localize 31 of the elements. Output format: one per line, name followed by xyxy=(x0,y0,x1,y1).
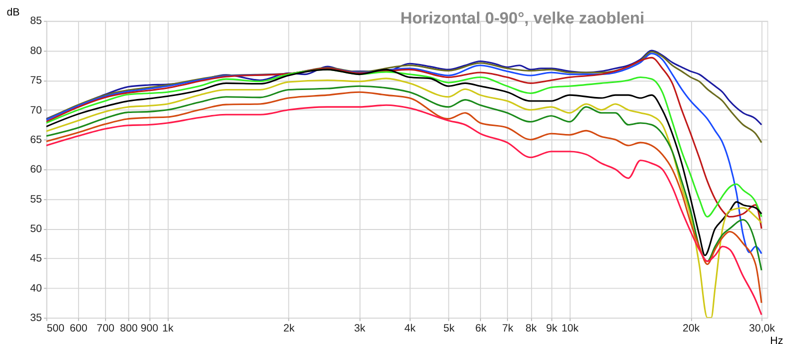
y-axis-title: dB xyxy=(6,6,20,19)
x-tick-label: 8k xyxy=(525,322,538,335)
x-tick-label: 7k xyxy=(502,322,514,335)
y-tick-label: 85 xyxy=(30,15,42,28)
y-tick-label: 75 xyxy=(30,74,42,87)
x-tick-label: 5k xyxy=(443,322,456,335)
x-tick-label: 6k xyxy=(475,322,488,335)
x-tick-label: 700 xyxy=(96,322,114,335)
x-tick-label: 20k xyxy=(682,322,700,335)
x-tick-label: 1k xyxy=(162,322,174,335)
x-tick-label: 600 xyxy=(70,322,88,335)
y-tick-label: 80 xyxy=(30,44,42,57)
x-tick-label: 500 xyxy=(46,322,65,335)
x-tick-label: 3k xyxy=(354,322,366,335)
y-tick-label: 40 xyxy=(30,282,42,294)
y-tick-label: 70 xyxy=(30,104,42,116)
x-tick-label: 9k xyxy=(546,322,558,335)
x-axis-title: Hz xyxy=(770,335,784,344)
x-tick-label: 2k xyxy=(283,322,296,335)
x-tick-label: 800 xyxy=(120,322,138,335)
x-tick-label: 10k xyxy=(562,322,580,335)
x-tick-label: 900 xyxy=(140,322,158,335)
x-tick-label: 30,0k xyxy=(749,322,776,335)
y-tick-label: 45 xyxy=(30,252,42,265)
chart-title: Horizontal 0-90°, velke zaobleni xyxy=(400,10,644,28)
y-tick-label: 65 xyxy=(30,134,42,146)
y-tick-label: 50 xyxy=(30,223,42,236)
y-tick-label: 60 xyxy=(30,164,42,176)
y-tick-label: 55 xyxy=(30,193,42,206)
y-tick-label: 35 xyxy=(30,312,42,324)
x-tick-label: 4k xyxy=(404,322,416,335)
